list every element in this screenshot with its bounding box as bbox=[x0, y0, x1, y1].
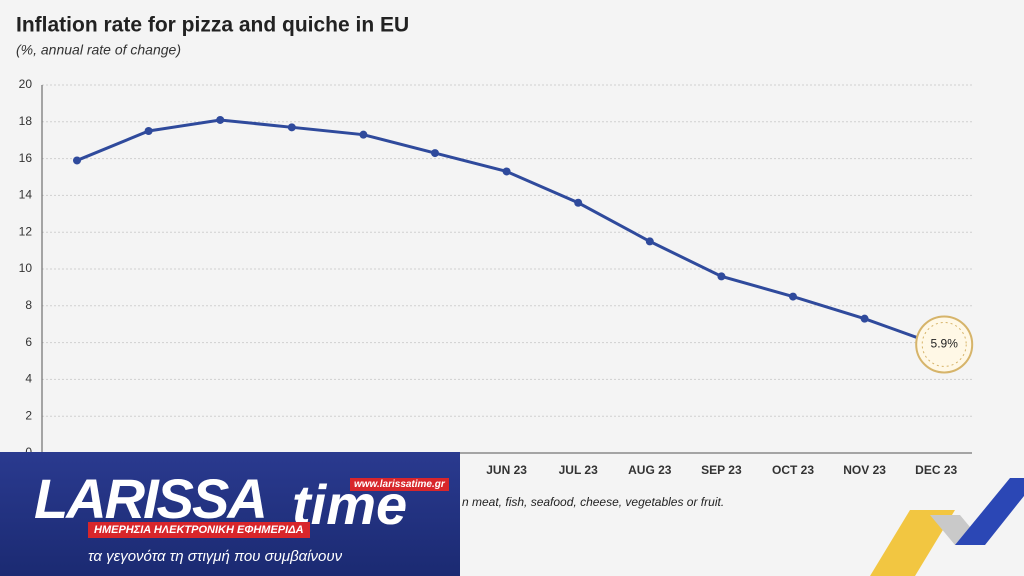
logo-url: www.larissatime.gr bbox=[350, 478, 449, 491]
point bbox=[287, 123, 296, 132]
point bbox=[860, 314, 869, 323]
x-tick-label: DEC 23 bbox=[915, 463, 957, 477]
point bbox=[144, 127, 153, 135]
point bbox=[216, 115, 225, 124]
point bbox=[359, 130, 368, 139]
y-tick-label: 14 bbox=[19, 188, 33, 202]
logo-tagline: ΗΜΕΡΗΣΙΑ ΗΛΕΚΤΡΟΝΙΚΗ ΕΦΗΜΕΡΙΔΑ bbox=[88, 522, 310, 538]
logo-slogan: τα γεγονότα τη στιγμή που συμβαίνουν bbox=[88, 548, 343, 565]
y-tick-label: 18 bbox=[19, 114, 33, 128]
value-label: 5.9% bbox=[931, 337, 959, 351]
point bbox=[73, 156, 81, 165]
point bbox=[789, 292, 797, 301]
chart-subtitle: (%, annual rate of change) bbox=[16, 42, 181, 58]
point bbox=[502, 167, 511, 176]
x-tick-label: JUN 23 bbox=[486, 463, 527, 477]
y-tick-label: 8 bbox=[25, 298, 32, 312]
x-tick-label: JUL 23 bbox=[559, 463, 598, 477]
x-tick-label: OCT 23 bbox=[772, 463, 814, 477]
chart-title: Inflation rate for pizza and quiche in E… bbox=[16, 14, 409, 37]
point bbox=[431, 149, 439, 158]
label-badge-ring bbox=[921, 321, 967, 367]
decoration bbox=[870, 478, 1024, 576]
x-tick-label: NOV 23 bbox=[843, 463, 886, 477]
y-tick-label: 2 bbox=[25, 408, 32, 422]
y-tick-label: 10 bbox=[19, 261, 33, 275]
point bbox=[717, 272, 726, 281]
x-tick-label: AUG 23 bbox=[628, 463, 672, 477]
logo-overlay: LARISSA time www.larissatime.gr ΗΜΕΡΗΣΙΑ… bbox=[0, 452, 460, 576]
label-badge bbox=[915, 315, 974, 374]
point bbox=[574, 198, 583, 207]
y-tick-label: 16 bbox=[19, 151, 33, 165]
footnote: n meat, fish, seafood, cheese, vegetable… bbox=[462, 495, 724, 509]
y-tick-label: 20 bbox=[19, 77, 33, 91]
y-tick-label: 4 bbox=[25, 372, 32, 386]
y-tick-label: 12 bbox=[19, 224, 33, 238]
x-tick-label: SEP 23 bbox=[701, 463, 742, 477]
point bbox=[645, 237, 654, 246]
logo-brand: LARISSA bbox=[34, 467, 268, 530]
y-tick-label: 6 bbox=[25, 335, 32, 349]
